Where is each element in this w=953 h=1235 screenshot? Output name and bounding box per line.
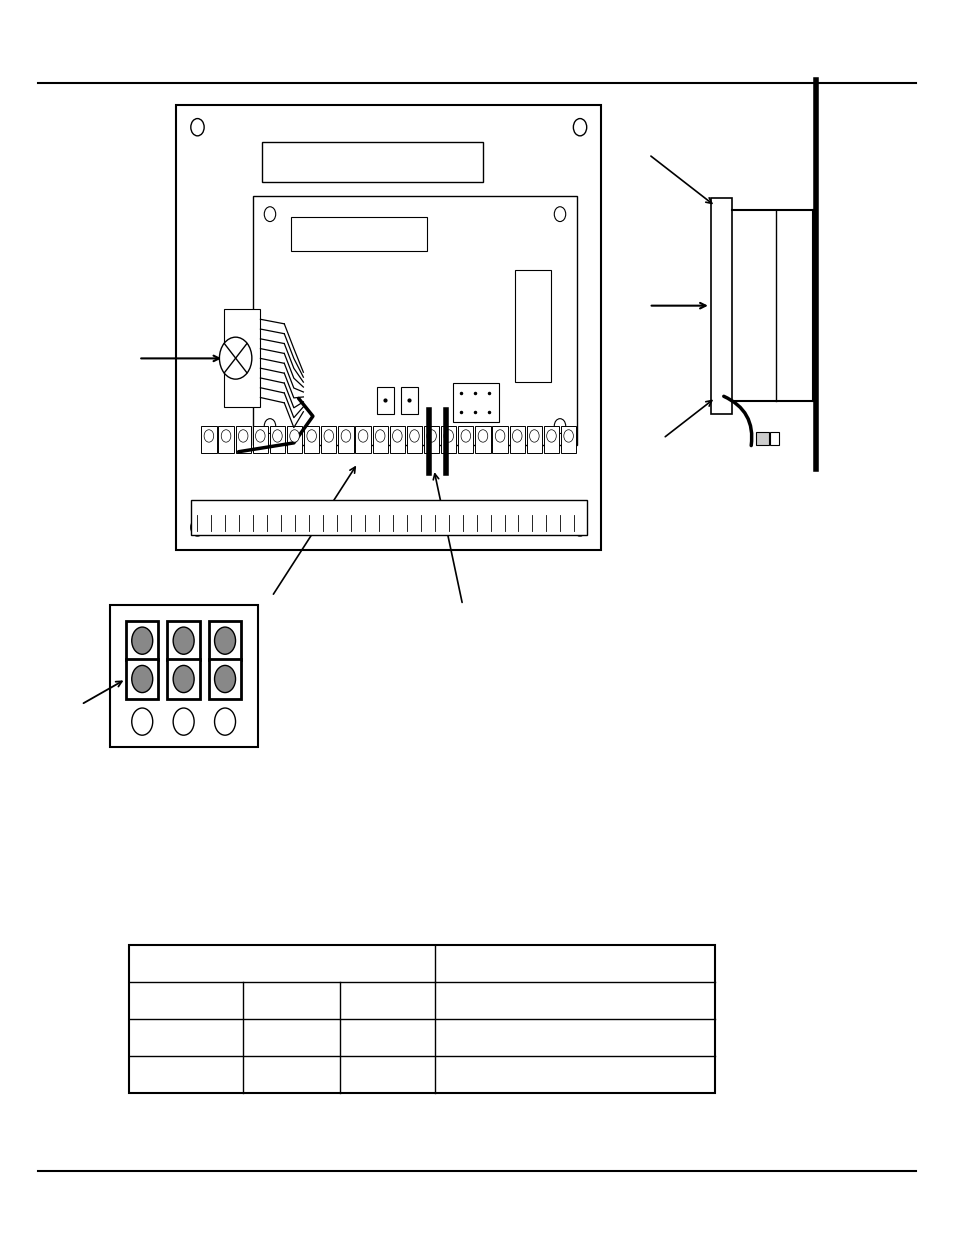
Bar (509, 426, 524, 453)
Bar (201, 426, 216, 453)
Bar (291, 216, 427, 251)
Circle shape (409, 430, 418, 442)
Circle shape (238, 430, 248, 442)
Bar (129, 945, 715, 1093)
Circle shape (132, 708, 152, 735)
Circle shape (214, 627, 235, 655)
Circle shape (358, 430, 368, 442)
Bar (218, 426, 233, 453)
Circle shape (443, 430, 453, 442)
Circle shape (290, 430, 299, 442)
Circle shape (341, 430, 351, 442)
Circle shape (204, 430, 213, 442)
Circle shape (529, 430, 538, 442)
Bar (543, 426, 558, 453)
Circle shape (132, 627, 152, 655)
Circle shape (546, 430, 556, 442)
Circle shape (214, 708, 235, 735)
Circle shape (477, 430, 487, 442)
Circle shape (554, 206, 565, 221)
Bar (110, 605, 257, 747)
Circle shape (324, 430, 334, 442)
Bar (209, 659, 241, 699)
Circle shape (460, 430, 470, 442)
Circle shape (219, 337, 252, 379)
Bar (253, 195, 577, 445)
Circle shape (392, 430, 402, 442)
Bar (253, 426, 268, 453)
Bar (526, 426, 541, 453)
Circle shape (172, 708, 194, 735)
Bar (126, 659, 158, 699)
Bar (167, 621, 200, 661)
Bar (321, 426, 336, 453)
Circle shape (264, 419, 275, 433)
Bar (475, 426, 490, 453)
Circle shape (554, 419, 565, 433)
Bar (167, 659, 200, 699)
Bar (224, 310, 260, 408)
Bar (126, 621, 158, 661)
Bar (560, 426, 576, 453)
Bar (304, 426, 319, 453)
Bar (176, 105, 600, 550)
Circle shape (191, 519, 204, 536)
Bar (406, 426, 421, 453)
Circle shape (573, 119, 586, 136)
Bar (755, 432, 768, 445)
Bar (400, 387, 417, 414)
Bar (270, 426, 285, 453)
Bar (338, 426, 354, 453)
Bar (423, 426, 438, 453)
Bar (492, 426, 507, 453)
Circle shape (375, 430, 385, 442)
Circle shape (255, 430, 265, 442)
Circle shape (426, 430, 436, 442)
Circle shape (573, 519, 586, 536)
Bar (457, 426, 473, 453)
Bar (376, 387, 394, 414)
Bar (235, 426, 251, 453)
Circle shape (214, 666, 235, 693)
Circle shape (307, 430, 316, 442)
Circle shape (172, 627, 194, 655)
Circle shape (264, 206, 275, 221)
Bar (209, 621, 241, 661)
Circle shape (172, 666, 194, 693)
Circle shape (512, 430, 521, 442)
Circle shape (132, 666, 152, 693)
Circle shape (191, 119, 204, 136)
Circle shape (273, 430, 282, 442)
Bar (373, 426, 387, 453)
Bar (389, 426, 404, 453)
Bar (453, 383, 498, 422)
Bar (355, 426, 371, 453)
Circle shape (221, 430, 231, 442)
Circle shape (495, 430, 504, 442)
Bar (287, 426, 302, 453)
Bar (262, 142, 482, 182)
Bar (440, 426, 456, 453)
Bar (710, 198, 731, 414)
Bar (515, 270, 551, 383)
Bar (769, 432, 779, 445)
Circle shape (563, 430, 573, 442)
Bar (191, 500, 586, 535)
